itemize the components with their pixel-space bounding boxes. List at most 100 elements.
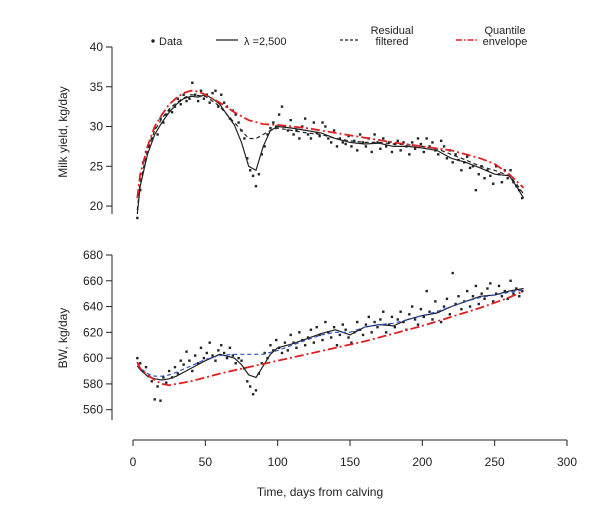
- x-tick-label: 300: [557, 455, 577, 469]
- bw-data-point: [465, 289, 469, 293]
- milk-data-point: [248, 169, 252, 172]
- bw-data-point: [454, 302, 457, 306]
- bw-data-point: [280, 351, 284, 355]
- milk-data-point: [483, 177, 486, 180]
- bw-data-point: [136, 356, 139, 360]
- bw-data-point: [202, 356, 206, 360]
- milk-data-point: [188, 97, 191, 100]
- legend-item-lambda: λ =2,500: [216, 36, 287, 48]
- bw-data-point: [367, 315, 371, 319]
- milk-data-point: [272, 121, 275, 124]
- body-weight-panel: BW, kg/day 560 580 600 620 640 660 680: [56, 248, 524, 420]
- bw-data-point: [422, 315, 425, 319]
- bw-y-tick-label: 620: [83, 325, 103, 339]
- milk-yield-panel: Milk yield, kg/day 20 25 30 35 40: [56, 40, 525, 220]
- bw-data-point: [318, 333, 321, 337]
- bw-data-point: [309, 328, 313, 331]
- milk-data-point: [185, 99, 188, 103]
- bw-data-point: [509, 279, 512, 282]
- bw-data-point: [228, 346, 232, 350]
- bw-data-point: [254, 389, 258, 392]
- milk-data-point: [370, 150, 373, 154]
- bw-data-point: [263, 351, 266, 355]
- milk-data-point: [460, 169, 463, 172]
- milk-data-point: [492, 182, 495, 185]
- milk-data-point: [275, 125, 278, 128]
- bw-data-point: [506, 297, 509, 301]
- bw-series-solid-line: [136, 287, 524, 381]
- bw-data-point: [384, 331, 388, 334]
- milk-data-point: [408, 153, 411, 156]
- milk-y-tick-label: 20: [90, 199, 104, 213]
- bw-data-point: [283, 341, 287, 344]
- bw-data-point: [390, 315, 394, 319]
- milk-data-point: [170, 111, 174, 114]
- bw-data-point: [248, 385, 252, 388]
- milk-data-point: [263, 145, 266, 148]
- bw-data-point: [396, 318, 399, 321]
- milk-data-point: [182, 93, 185, 96]
- bw-data-point: [451, 271, 454, 275]
- milk-data-point: [356, 149, 359, 152]
- milk-data-point: [509, 169, 512, 172]
- legend: Data λ =2,500 Residual filtered Quantile e…: [151, 25, 527, 48]
- bw-data-point: [327, 331, 330, 334]
- x-tick-label: 200: [412, 455, 432, 469]
- milk-data-point: [199, 89, 203, 92]
- bw-data-point: [269, 344, 272, 347]
- milk-data-point: [396, 139, 399, 143]
- bw-data-point: [376, 325, 379, 329]
- bw-data-point: [185, 350, 188, 353]
- bw-data-point: [321, 338, 324, 342]
- bw-data-point: [480, 292, 483, 295]
- bw-data-point: [500, 295, 504, 298]
- bw-data-point: [489, 282, 492, 285]
- milk-data-point: [214, 89, 217, 92]
- bw-data-point: [344, 328, 347, 331]
- milk-data-point: [489, 174, 492, 178]
- bw-y-tick-label: 660: [83, 274, 103, 288]
- milk-data-point: [234, 113, 237, 116]
- bw-data-point: [144, 365, 148, 369]
- legend-label-quantile: Quantile envelope: [483, 25, 528, 48]
- milk-data-point: [254, 184, 258, 188]
- bw-data-point: [246, 380, 249, 383]
- bw-data-point: [338, 333, 342, 337]
- milk-data-point: [445, 157, 449, 160]
- milk-data-point: [387, 141, 391, 144]
- bw-data-point: [399, 310, 402, 313]
- milk-data-point: [390, 150, 394, 154]
- milk-data-point: [202, 97, 206, 100]
- milk-data-point: [500, 180, 504, 184]
- milk-data-point: [260, 153, 263, 156]
- bw-series-dashdot-line: [136, 290, 524, 387]
- bw-data-point: [272, 349, 275, 352]
- x-tick-label: 150: [340, 455, 360, 469]
- milk-data-point: [376, 141, 379, 144]
- bw-data-point: [295, 346, 298, 350]
- bw-data-point: [208, 341, 211, 344]
- bw-data-point: [179, 359, 182, 362]
- milk-data-point: [156, 133, 159, 136]
- milk-data-point: [379, 147, 382, 150]
- bw-y-axis-title: BW, kg/day: [56, 308, 70, 369]
- x-ticks: 0 50 100 150 200 250 300: [130, 440, 577, 469]
- milk-data-point: [358, 133, 362, 136]
- x-tick-label: 0: [130, 455, 137, 469]
- milk-data-point: [280, 105, 284, 108]
- milk-data-point: [442, 145, 446, 148]
- milk-data-point: [277, 113, 281, 116]
- milk-data-point: [286, 129, 289, 132]
- milk-data-point: [196, 99, 200, 103]
- milk-data-point: [439, 139, 443, 143]
- milk-data-point: [335, 145, 339, 148]
- bw-data-point: [240, 359, 243, 362]
- milk-data-point: [416, 137, 420, 140]
- milk-data-point: [399, 149, 402, 152]
- bw-data-point: [176, 372, 180, 375]
- legend-item-data: Data: [151, 36, 183, 48]
- bw-data-point: [413, 318, 417, 321]
- milk-y-tick-label: 40: [90, 40, 104, 54]
- milk-data-point: [208, 101, 211, 104]
